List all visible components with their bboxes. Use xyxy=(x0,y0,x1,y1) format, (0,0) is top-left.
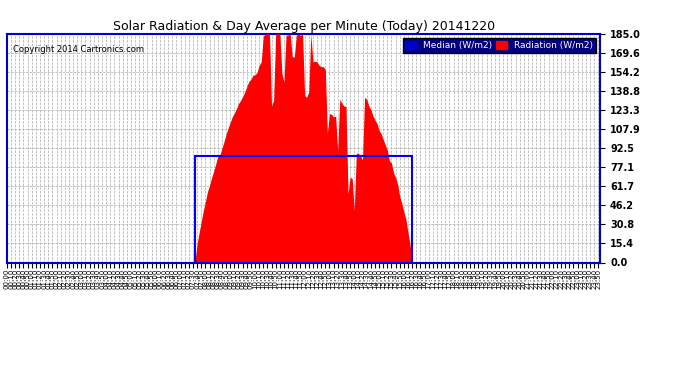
Title: Solar Radiation & Day Average per Minute (Today) 20141220: Solar Radiation & Day Average per Minute… xyxy=(112,20,495,33)
Legend: Median (W/m2), Radiation (W/m2): Median (W/m2), Radiation (W/m2) xyxy=(402,38,595,53)
Text: Copyright 2014 Cartronics.com: Copyright 2014 Cartronics.com xyxy=(13,45,144,54)
Bar xyxy=(195,156,412,262)
